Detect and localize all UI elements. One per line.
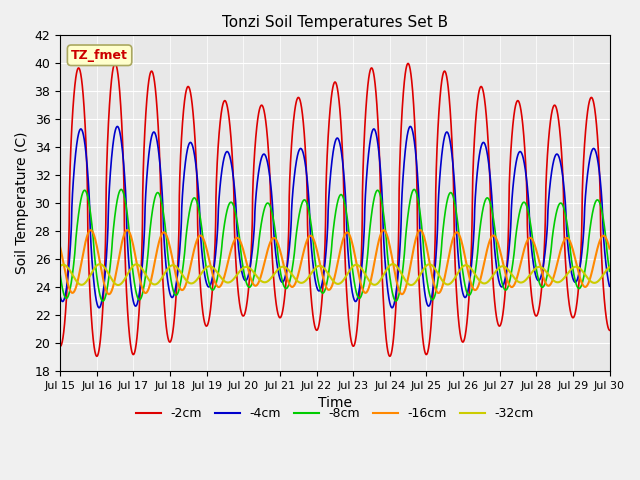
-4cm	[458, 287, 466, 293]
-8cm	[99, 298, 107, 304]
-8cm	[428, 297, 436, 302]
-32cm	[96, 261, 104, 267]
-32cm	[605, 264, 613, 270]
-16cm	[458, 240, 466, 246]
Line: -4cm: -4cm	[60, 126, 609, 308]
-8cm	[458, 264, 466, 269]
-16cm	[428, 271, 436, 276]
-32cm	[490, 272, 497, 278]
-4cm	[56, 293, 64, 299]
-32cm	[56, 263, 64, 269]
-8cm	[605, 268, 613, 274]
-2cm	[428, 314, 436, 320]
-2cm	[490, 281, 497, 287]
-32cm	[458, 264, 466, 270]
-4cm	[428, 295, 436, 300]
-8cm	[605, 265, 613, 271]
-16cm	[605, 244, 613, 250]
-32cm	[605, 264, 613, 270]
-16cm	[155, 239, 163, 245]
-4cm	[605, 283, 613, 289]
-4cm	[314, 288, 322, 293]
-4cm	[95, 305, 103, 311]
-2cm	[605, 327, 613, 333]
-4cm	[490, 227, 497, 233]
-4cm	[155, 152, 163, 157]
-2cm	[155, 136, 163, 142]
-2cm	[605, 327, 613, 333]
-16cm	[314, 253, 322, 259]
-4cm	[406, 123, 414, 129]
Line: -32cm: -32cm	[60, 264, 609, 285]
-32cm	[155, 279, 163, 285]
Text: TZ_fmet: TZ_fmet	[71, 49, 128, 62]
-16cm	[605, 246, 613, 252]
X-axis label: Time: Time	[318, 396, 352, 410]
Y-axis label: Soil Temperature (C): Soil Temperature (C)	[15, 132, 29, 275]
Line: -2cm: -2cm	[60, 63, 609, 356]
-8cm	[410, 187, 418, 192]
-16cm	[490, 233, 497, 239]
Legend: -2cm, -4cm, -8cm, -16cm, -32cm: -2cm, -4cm, -8cm, -16cm, -32cm	[131, 402, 539, 425]
-8cm	[314, 279, 322, 285]
-32cm	[428, 262, 436, 268]
-2cm	[314, 325, 322, 331]
Title: Tonzi Soil Temperatures Set B: Tonzi Soil Temperatures Set B	[222, 15, 448, 30]
-8cm	[155, 191, 163, 196]
-2cm	[458, 338, 466, 344]
-2cm	[386, 353, 394, 359]
Line: -8cm: -8cm	[60, 190, 609, 301]
Line: -16cm: -16cm	[60, 230, 609, 294]
-32cm	[407, 282, 415, 288]
-16cm	[56, 244, 64, 250]
-4cm	[605, 281, 613, 287]
-2cm	[56, 343, 64, 349]
-2cm	[404, 60, 412, 66]
-32cm	[314, 263, 322, 269]
-16cm	[105, 291, 113, 297]
-8cm	[56, 271, 64, 277]
-8cm	[490, 215, 497, 220]
-16cm	[417, 227, 424, 233]
